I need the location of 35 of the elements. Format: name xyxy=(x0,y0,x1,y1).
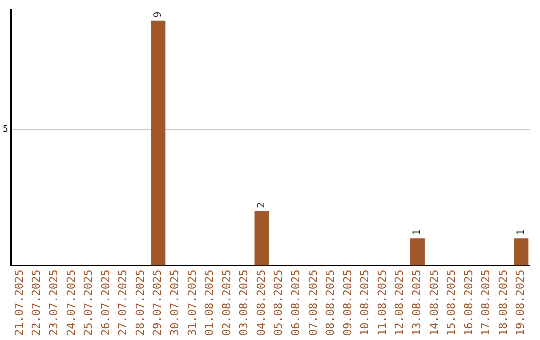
x-tick-label: 14.08.2025 xyxy=(428,270,441,336)
x-tick-label: 05.08.2025 xyxy=(272,270,286,336)
x-tick-label: 23.07.2025 xyxy=(47,270,60,336)
x-tick-label: 13.08.2025 xyxy=(410,270,424,336)
x-tick-label: 09.08.2025 xyxy=(341,270,354,336)
x-tick-label: 27.07.2025 xyxy=(116,270,130,336)
y-tick-label: 5 xyxy=(2,125,8,136)
x-tick-label: 28.07.2025 xyxy=(134,270,147,336)
x-tick-label: 18.08.2025 xyxy=(496,270,510,336)
x-tick-label: 12.08.2025 xyxy=(393,270,406,336)
x-tick-label: 11.08.2025 xyxy=(376,270,389,336)
x-tick-label: 03.08.2025 xyxy=(238,270,251,336)
data-label: 9 xyxy=(152,12,164,18)
x-tick-label: 17.08.2025 xyxy=(480,270,493,336)
x-tick-label: 07.08.2025 xyxy=(306,270,320,336)
x-tick-label: 19.08.2025 xyxy=(514,270,528,336)
x-tick-label: 16.08.2025 xyxy=(462,270,476,336)
x-tick-label: 29.07.2025 xyxy=(151,270,164,336)
x-tick-label: 21.07.2025 xyxy=(12,270,26,336)
x-tick-label: 08.08.2025 xyxy=(324,270,338,336)
x-tick-label: 25.07.2025 xyxy=(82,270,96,336)
x-tick-label: 15.08.2025 xyxy=(445,270,458,336)
x-tick-label: 24.07.2025 xyxy=(64,270,78,336)
x-tick-label: 26.07.2025 xyxy=(99,270,112,336)
data-label: 1 xyxy=(412,230,424,236)
x-tick-label: 06.08.2025 xyxy=(290,270,302,336)
x-tick-label: 10.08.2025 xyxy=(358,270,372,336)
x-tick-label: 30.07.2025 xyxy=(168,270,182,336)
x-tick-label: 01.08.2025 xyxy=(203,270,216,336)
x-tick-label: 22.07.2025 xyxy=(30,270,44,336)
x-tick-label: 02.08.2025 xyxy=(220,270,234,336)
x-tick-label: 04.08.2025 xyxy=(254,270,268,336)
x-tick-label: 31.07.2025 xyxy=(186,270,199,336)
data-label: 1 xyxy=(516,230,527,236)
data-label: 2 xyxy=(256,202,268,208)
